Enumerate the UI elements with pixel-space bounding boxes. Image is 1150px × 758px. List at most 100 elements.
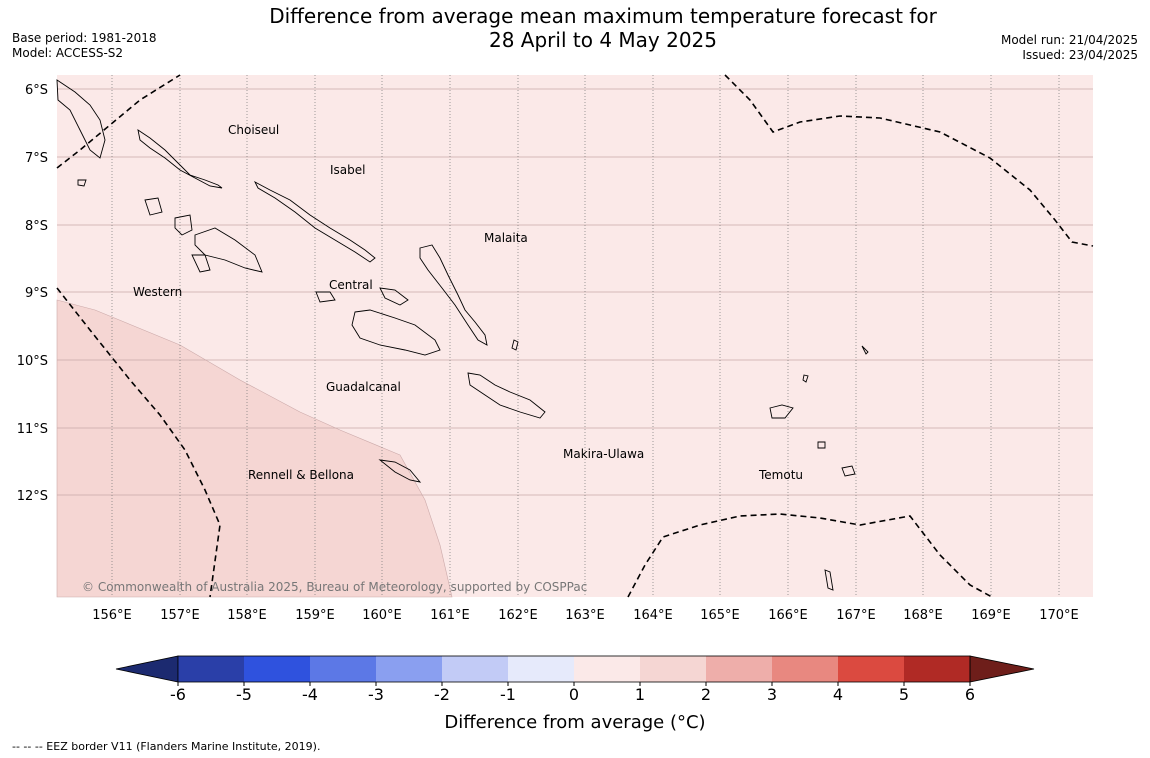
longitude-gridlines bbox=[111, 75, 1060, 597]
colorbar-segment bbox=[574, 656, 640, 682]
colorbar-under-arrow bbox=[115, 655, 179, 683]
island-guadalcanal bbox=[351, 309, 441, 356]
title-line-1: Difference from average mean maximum tem… bbox=[269, 4, 937, 28]
place-label-rennell-bellona: Rennell & Bellona bbox=[248, 468, 354, 482]
colorbar-tick-label: -4 bbox=[302, 685, 318, 704]
issued-date: Issued: 23/04/2025 bbox=[1022, 48, 1138, 62]
island-shortland bbox=[77, 179, 87, 187]
island-isabel bbox=[253, 180, 376, 263]
title-line-2: 28 April to 4 May 2025 bbox=[489, 28, 717, 52]
island-rendova bbox=[191, 254, 211, 273]
colorbar-tick-label: 3 bbox=[767, 685, 777, 704]
colorbar-segment bbox=[706, 656, 772, 682]
colorbar-tick-label: 5 bbox=[899, 685, 909, 704]
colorbar-tick-label: -5 bbox=[236, 685, 252, 704]
lon-tick-label: 159°E bbox=[295, 608, 335, 623]
lon-tick-label: 166°E bbox=[768, 608, 808, 623]
colorbar-segment bbox=[838, 656, 904, 682]
model-name: Model: ACCESS-S2 bbox=[12, 46, 124, 60]
place-label-temotu: Temotu bbox=[758, 468, 803, 482]
island-choiseul bbox=[137, 129, 223, 189]
lon-tick-label: 156°E bbox=[92, 608, 132, 623]
longitude-labels: 156°E 157°E 158°E 159°E 160°E 161°E 162°E 163°E… bbox=[92, 608, 1079, 623]
lat-tick-label: 11°S bbox=[17, 422, 48, 437]
eez-border-nw bbox=[56, 74, 181, 169]
place-label-malaita: Malaita bbox=[484, 231, 528, 245]
colorbar-over-arrow bbox=[969, 655, 1035, 683]
colorbar-segment bbox=[640, 656, 706, 682]
island-bougainville bbox=[56, 79, 106, 159]
colorbar-ticks: -6 -5 -4 -3 -2 -1 0 1 2 3 4 5 6 bbox=[170, 682, 975, 704]
meta-right: Model run: 21/04/2025 Issued: 23/04/2025 bbox=[1001, 33, 1138, 63]
island-duff bbox=[802, 374, 809, 383]
meta-left: Base period: 1981-2018 Model: ACCESS-S2 bbox=[12, 31, 157, 61]
colorbar-segment bbox=[772, 656, 838, 682]
colorbar-segment bbox=[376, 656, 442, 682]
eez-border-se bbox=[627, 513, 993, 598]
colorbar-label: Difference from average (°C) bbox=[444, 712, 706, 733]
islands bbox=[56, 79, 869, 591]
place-label-choiseul: Choiseul bbox=[228, 123, 279, 137]
colorbar-tick-label: -3 bbox=[368, 685, 384, 704]
lat-tick-label: 9°S bbox=[25, 286, 48, 301]
lon-tick-label: 163°E bbox=[565, 608, 605, 623]
eez-border-sw bbox=[56, 287, 221, 598]
model-run: Model run: 21/04/2025 bbox=[1000, 33, 1138, 47]
colorbar-segment bbox=[178, 656, 244, 682]
warm-anomaly-region bbox=[56, 299, 453, 598]
island-vanikoro bbox=[841, 465, 856, 477]
eez-footnote: -- -- -- EEZ border V11 (Flanders Marine… bbox=[12, 740, 321, 753]
colorbar-tick-label: -1 bbox=[500, 685, 516, 704]
island-tikopia bbox=[861, 345, 869, 355]
lon-tick-label: 160°E bbox=[362, 608, 402, 623]
island-russell bbox=[315, 291, 336, 303]
island-ulawa bbox=[511, 339, 519, 351]
colorbar-segment bbox=[508, 656, 574, 682]
island-new-georgia bbox=[194, 227, 263, 273]
colorbar-segment bbox=[310, 656, 376, 682]
colorbar-tick-label: 4 bbox=[833, 685, 843, 704]
place-label-makira-ulawa: Makira-Ulawa bbox=[563, 447, 644, 461]
place-label-isabel: Isabel bbox=[330, 163, 365, 177]
island-makira bbox=[467, 372, 546, 419]
lon-tick-label: 165°E bbox=[700, 608, 740, 623]
lon-tick-label: 167°E bbox=[836, 608, 876, 623]
place-label-central: Central bbox=[329, 278, 373, 292]
place-label-guadalcanal: Guadalcanal bbox=[326, 380, 401, 394]
island-malaita bbox=[419, 244, 488, 346]
island-utupua bbox=[817, 441, 826, 449]
lon-tick-label: 169°E bbox=[971, 608, 1011, 623]
lat-tick-label: 10°S bbox=[17, 354, 48, 369]
eez-borders bbox=[56, 74, 1094, 598]
lon-tick-label: 168°E bbox=[903, 608, 943, 623]
island-florida bbox=[379, 287, 409, 306]
eez-border-ne bbox=[724, 74, 1094, 247]
lon-tick-label: 162°E bbox=[498, 608, 538, 623]
latitude-gridlines bbox=[57, 88, 1093, 496]
lat-tick-label: 7°S bbox=[25, 151, 48, 166]
island-kolombangara bbox=[174, 214, 193, 236]
island-rennell bbox=[378, 459, 422, 483]
lon-tick-label: 157°E bbox=[160, 608, 200, 623]
colorbar-tick-label: 6 bbox=[965, 685, 975, 704]
lon-tick-label: 158°E bbox=[227, 608, 267, 623]
colorbar-tick-label: 0 bbox=[569, 685, 579, 704]
island-santa-cruz bbox=[769, 404, 794, 419]
place-label-western: Western bbox=[133, 285, 182, 299]
island-anuta bbox=[824, 569, 834, 591]
colorbar-segment bbox=[904, 656, 970, 682]
lon-tick-label: 170°E bbox=[1039, 608, 1079, 623]
island-vella-lavella bbox=[144, 197, 163, 216]
colorbar bbox=[115, 655, 1035, 683]
lat-tick-label: 6°S bbox=[25, 83, 48, 98]
colorbar-tick-label: 2 bbox=[701, 685, 711, 704]
lon-tick-label: 161°E bbox=[430, 608, 470, 623]
colorbar-tick-label: -6 bbox=[170, 685, 186, 704]
colorbar-tick-label: -2 bbox=[434, 685, 450, 704]
lat-tick-label: 8°S bbox=[25, 219, 48, 234]
colorbar-segment bbox=[442, 656, 508, 682]
colorbar-segment bbox=[244, 656, 310, 682]
chart-title: Difference from average mean maximum tem… bbox=[0, 4, 1150, 52]
lat-tick-label: 12°S bbox=[17, 489, 48, 504]
